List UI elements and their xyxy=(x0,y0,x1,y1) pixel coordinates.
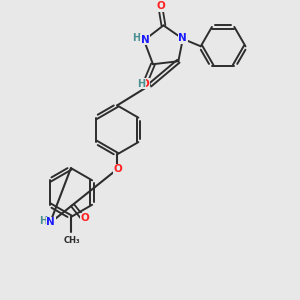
Text: H: H xyxy=(133,33,141,43)
Text: H: H xyxy=(138,79,146,88)
Text: CH₃: CH₃ xyxy=(64,236,81,245)
Text: O: O xyxy=(114,164,122,174)
Text: O: O xyxy=(157,1,165,11)
Text: O: O xyxy=(80,213,89,223)
Text: N: N xyxy=(178,33,187,43)
Text: H: H xyxy=(39,216,47,226)
Text: N: N xyxy=(141,35,149,45)
Text: N: N xyxy=(46,218,55,227)
Text: O: O xyxy=(140,79,149,88)
